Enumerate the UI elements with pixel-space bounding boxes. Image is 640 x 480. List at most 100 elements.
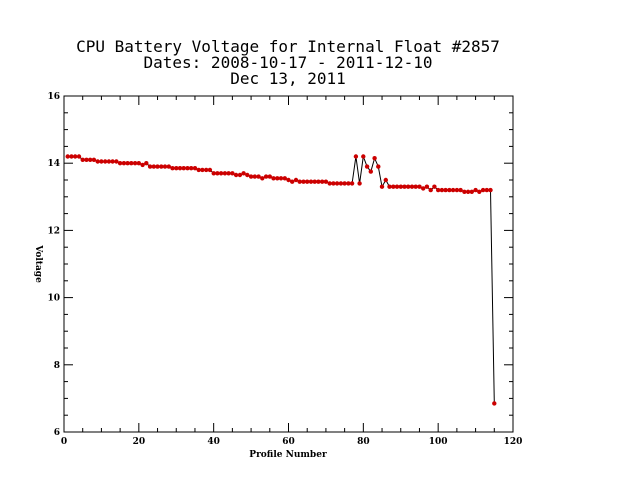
data-point — [290, 179, 295, 184]
data-point — [103, 159, 108, 164]
data-point — [312, 179, 317, 184]
data-point — [473, 187, 478, 193]
data-point — [484, 187, 489, 193]
data-point — [275, 176, 280, 181]
data-point — [132, 161, 138, 166]
data-point — [465, 189, 471, 194]
data-point — [170, 166, 175, 171]
data-point — [155, 164, 160, 169]
data-point — [305, 179, 310, 184]
data-point — [402, 184, 407, 189]
data-point — [376, 164, 381, 169]
data-point — [428, 187, 433, 193]
data-point — [480, 187, 486, 193]
y-axis-ticks: 6 8 10 12 14 16 — [47, 92, 513, 438]
data-point — [301, 179, 306, 184]
data-point — [162, 164, 168, 169]
data-point — [278, 176, 284, 181]
data-point — [84, 157, 89, 162]
data-point — [110, 159, 115, 164]
data-point — [443, 187, 448, 193]
data-point — [417, 184, 422, 189]
data-point — [282, 176, 287, 181]
x-tick-label: 120 — [504, 437, 523, 447]
data-point — [204, 167, 209, 173]
y-tick-label: 14 — [47, 159, 60, 169]
data-point — [252, 174, 257, 179]
chart-title-line-2: Dates: 2008-10-17 - 2011-12-10 — [144, 53, 433, 72]
data-point — [91, 157, 97, 162]
data-point — [73, 154, 78, 159]
data-point — [394, 184, 400, 189]
data-point — [316, 179, 321, 184]
x-tick-label: 0 — [61, 437, 67, 447]
y-tick-label: 10 — [47, 294, 60, 304]
data-point — [99, 159, 104, 164]
data-point — [129, 161, 134, 166]
data-point — [114, 159, 119, 164]
data-point — [462, 189, 467, 194]
chart-title-line-3: Dec 13, 2011 — [230, 69, 346, 88]
y-tick-label: 8 — [54, 361, 60, 371]
data-point — [196, 167, 201, 173]
data-point — [432, 184, 437, 189]
data-point — [185, 166, 190, 171]
data-point — [65, 154, 70, 159]
data-point — [488, 187, 493, 193]
data-point — [136, 161, 141, 166]
x-tick-label: 100 — [429, 437, 448, 447]
data-point — [222, 171, 228, 176]
data-point — [421, 186, 426, 191]
chart-title-line-1: CPU Battery Voltage for Internal Float #… — [76, 37, 500, 56]
data-point — [215, 171, 220, 176]
data-point — [159, 164, 164, 169]
data-point — [263, 174, 269, 179]
x-tick-label: 60 — [282, 437, 295, 447]
data-point — [211, 171, 216, 176]
data-point — [413, 184, 418, 189]
data-point — [181, 166, 186, 171]
data-point — [458, 187, 463, 193]
data-point — [338, 181, 344, 186]
data-point — [241, 171, 246, 176]
data-point — [286, 177, 291, 183]
data-point — [349, 181, 355, 186]
data-point — [492, 401, 497, 406]
data-point — [424, 184, 430, 189]
y-tick-label: 6 — [54, 428, 60, 438]
data-point — [245, 172, 250, 178]
data-point — [379, 184, 385, 189]
data-point — [383, 177, 388, 183]
data-point — [267, 174, 272, 179]
data-point — [166, 164, 171, 169]
plot-frame — [63, 95, 514, 433]
data-point — [256, 174, 261, 179]
data-point — [192, 166, 198, 171]
data-point — [76, 154, 82, 159]
data-point — [121, 161, 127, 166]
data-point — [477, 189, 482, 194]
data-point — [218, 171, 224, 176]
data-point — [147, 164, 153, 169]
data-point — [207, 167, 213, 173]
data-point — [177, 166, 183, 171]
x-axis-ticks: 0 20 40 60 80 100 120 — [61, 96, 523, 447]
data-point — [454, 187, 460, 193]
data-point — [372, 156, 377, 161]
data-point — [323, 179, 329, 184]
data-point — [260, 176, 265, 181]
data-point — [88, 157, 93, 162]
data-point — [189, 166, 194, 171]
series-layer — [65, 154, 497, 406]
y-tick-label: 12 — [47, 226, 60, 236]
data-point — [334, 181, 340, 186]
data-point — [117, 161, 123, 166]
x-tick-label: 80 — [357, 437, 370, 447]
data-point — [447, 187, 452, 193]
data-point — [436, 187, 441, 193]
data-point — [439, 187, 445, 193]
series-line — [67, 156, 495, 404]
data-point — [237, 172, 243, 178]
data-point — [297, 179, 302, 184]
data-point — [391, 184, 396, 189]
